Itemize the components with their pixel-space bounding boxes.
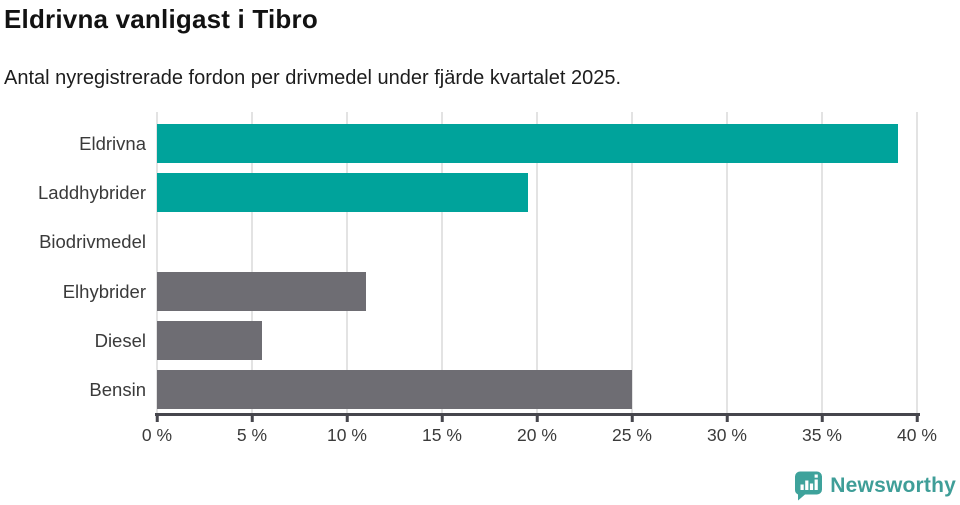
x-axis-tick-5 <box>250 416 254 422</box>
gridline-10 <box>346 112 348 414</box>
category-label-biodrivmedel: Biodrivmedel <box>39 231 146 253</box>
category-label-laddhybrider: Laddhybrider <box>38 182 146 204</box>
gridline-25 <box>631 112 633 414</box>
x-axis-line <box>155 413 920 416</box>
newsworthy-wordmark: Newsworthy <box>830 473 956 497</box>
bar-bensin <box>157 370 632 410</box>
x-axis-tick-label-20: 20 % <box>517 425 557 445</box>
gridline-15 <box>441 112 443 414</box>
x-axis-tick-label-30: 30 % <box>707 425 747 445</box>
gridline-40 <box>916 112 918 414</box>
x-axis-tick-0 <box>155 416 159 422</box>
x-axis-tick-20 <box>535 416 539 422</box>
x-axis-tick-label-15: 15 % <box>422 425 462 445</box>
gridline-35 <box>821 112 823 414</box>
plot-area: Eldrivna Laddhybrider Biodrivmedel Elhybrid… <box>38 112 937 445</box>
x-axis-tick-label-40: 40 % <box>897 425 937 445</box>
bar-elhybrider <box>157 271 366 311</box>
newsworthy-bar-chart-icon <box>793 470 823 501</box>
x-axis-tick-label-0: 0 % <box>141 425 173 445</box>
x-axis-tick-label-5: 5 % <box>236 425 268 445</box>
x-axis-tick-15 <box>440 416 444 422</box>
chart-title: Eldrivna vanligast i Tibro <box>4 4 318 34</box>
x-axis-tick-label-35: 35 % <box>802 425 842 445</box>
x-axis-tick-30 <box>725 416 729 422</box>
category-label-eldrivna: Eldrivna <box>79 133 146 154</box>
gridline-5 <box>251 112 253 414</box>
chart-subtitle: Antal nyregistrerade fordon per drivmede… <box>4 67 622 89</box>
gridline-20 <box>536 112 538 414</box>
bar-laddhybrider <box>157 173 528 213</box>
newsworthy-logo: Newsworthy <box>793 470 956 501</box>
x-axis-tick-label-10: 10 % <box>327 425 367 445</box>
category-label-elhybrider: Elhybrider <box>62 280 146 302</box>
bar-diesel <box>157 320 262 360</box>
x-axis-tick-label-25: 25 % <box>612 425 652 445</box>
x-axis-tick-40 <box>915 416 919 422</box>
category-label-bensin: Bensin <box>89 379 146 400</box>
x-axis-tick-25 <box>630 416 634 422</box>
category-label-diesel: Diesel <box>94 329 146 351</box>
x-axis-tick-35 <box>820 416 824 422</box>
gridline-0 <box>156 112 158 414</box>
gridline-30 <box>726 112 728 414</box>
bar-eldrivna <box>157 124 898 164</box>
x-axis-tick-10 <box>345 416 349 422</box>
